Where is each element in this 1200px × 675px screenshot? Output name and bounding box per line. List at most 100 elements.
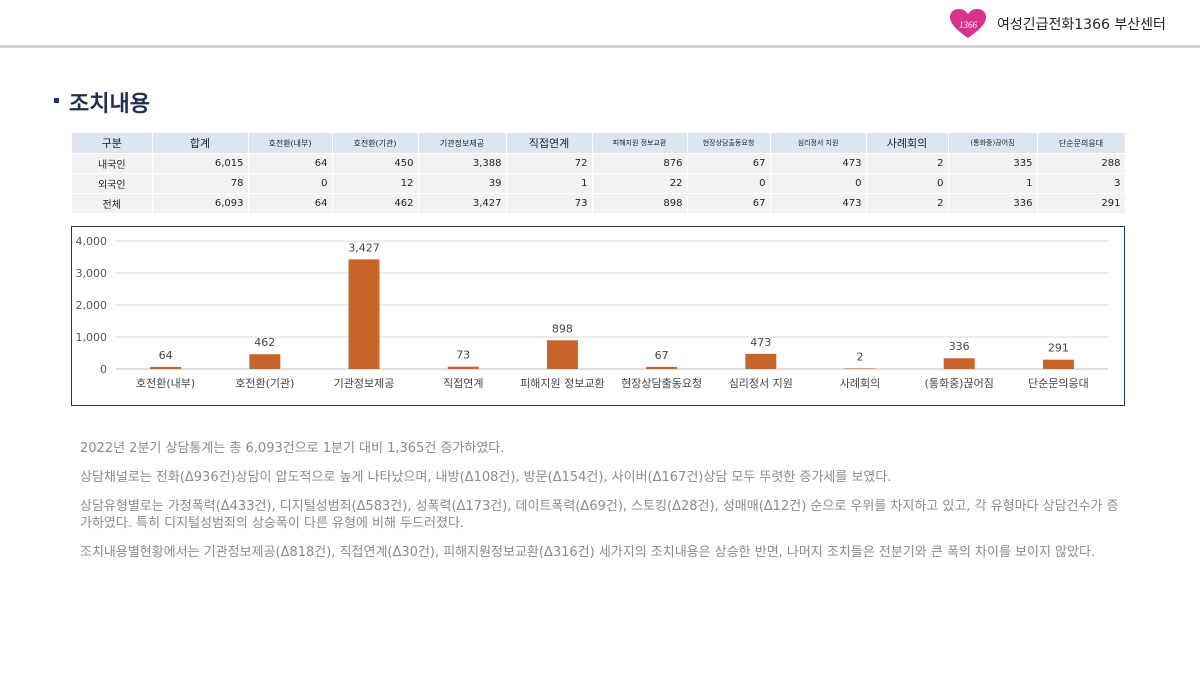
bar xyxy=(447,366,479,369)
table-cell: 1 xyxy=(506,173,593,194)
bar xyxy=(943,358,975,369)
x-tick-label: 현장상담출동요청 xyxy=(621,377,702,390)
table-cell: 3,427 xyxy=(418,193,507,214)
bar-chart: 0 1,000 2,000 3,000 4,000 64 호전환(내부) 462 호전환(기관)… xyxy=(71,226,1125,406)
x-tick-label: (통화중)끊어짐 xyxy=(925,377,994,390)
x-tick-label: 사례회의 xyxy=(840,377,880,390)
summary-paragraph: 상담유형별로는 가정폭력(Δ433건), 디지털성범죄(Δ583건), 성폭력(… xyxy=(80,499,1119,531)
table-cell: 12 xyxy=(332,173,419,194)
bar xyxy=(745,353,777,369)
x-tick-label: 직접연계 xyxy=(443,377,483,390)
table-cell: 73 xyxy=(506,193,593,214)
title-bullet xyxy=(54,98,59,103)
table-cell: 1 xyxy=(948,173,1038,194)
logo-heart-icon: 1366 xyxy=(950,9,986,38)
data-label: 291 xyxy=(1048,342,1069,355)
table-cell: 335 xyxy=(948,153,1038,174)
table-header: 호전환(기관) xyxy=(332,133,419,154)
bar xyxy=(150,366,182,369)
header-divider xyxy=(0,45,1200,48)
table-cell: 0 xyxy=(866,173,949,194)
table-header: 사례회의 xyxy=(866,133,949,154)
x-tick-label: 피해지원 정보교환 xyxy=(520,376,604,390)
summary-paragraph: 2022년 2분기 상담통계는 총 6,093건으로 1분기 대비 1,365건… xyxy=(80,441,505,456)
table-cell: 0 xyxy=(687,173,771,194)
table-cell: 64 xyxy=(248,193,333,214)
table-cell: 39 xyxy=(418,173,507,194)
bar xyxy=(546,340,578,369)
table-cell: 288 xyxy=(1037,153,1126,174)
x-tick-label: 단순문의응대 xyxy=(1028,377,1089,390)
row-label: 전체 xyxy=(72,193,153,214)
section-title: 조치내용 xyxy=(69,92,150,117)
data-label: 3,427 xyxy=(348,241,380,254)
table-header: 심리정서 지원 xyxy=(770,133,867,154)
table-cell: 898 xyxy=(592,193,688,214)
table-cell: 6,093 xyxy=(152,193,249,214)
data-label: 67 xyxy=(655,349,669,362)
table-cell: 3,388 xyxy=(418,153,507,174)
x-tick-label: 호전환(기관) xyxy=(235,377,294,390)
data-label: 73 xyxy=(456,349,470,362)
table-row: 전체 6,093 64 462 3,427 73 898 67 473 2 33… xyxy=(72,193,1126,214)
table-cell: 450 xyxy=(332,153,419,174)
table-cell: 876 xyxy=(592,153,688,174)
table-cell: 72 xyxy=(506,153,593,174)
data-label: 64 xyxy=(159,349,173,362)
data-label: 462 xyxy=(254,336,275,349)
table-cell: 473 xyxy=(770,193,867,214)
table-cell: 0 xyxy=(770,173,867,194)
table-row: 내국인 6,015 64 450 3,388 72 876 67 473 2 3… xyxy=(72,153,1126,174)
data-label: 898 xyxy=(552,322,573,335)
table-header: (통화중)끊어짐 xyxy=(948,133,1038,154)
table-cell: 22 xyxy=(592,173,688,194)
table-cell: 6,015 xyxy=(152,153,249,174)
table-header: 합계 xyxy=(152,133,249,154)
stats-table: 구분 합계 호전환(내부) 호전환(기관) 기관정보제공 직접연계 피해지원 정… xyxy=(72,133,1126,214)
bar xyxy=(249,354,281,369)
table-header: 직접연계 xyxy=(506,133,593,154)
bar xyxy=(844,368,876,369)
table-cell: 473 xyxy=(770,153,867,174)
table-header: 기관정보제공 xyxy=(418,133,507,154)
org-name: 여성긴급전화1366 부산센터 xyxy=(997,17,1166,33)
summary-paragraph: 상담채널로는 전화(Δ936건)상담이 압도적으로 높게 나타났으며, 내방(Δ… xyxy=(80,470,892,485)
table-cell: 462 xyxy=(332,193,419,214)
table-cell: 2 xyxy=(866,193,949,214)
bar xyxy=(1042,359,1074,369)
table-cell: 64 xyxy=(248,153,333,174)
bar xyxy=(348,259,380,369)
table-header: 호전환(내부) xyxy=(248,133,333,154)
row-label: 외국인 xyxy=(72,173,153,194)
data-label: 2 xyxy=(857,350,864,363)
table-cell: 2 xyxy=(866,153,949,174)
row-label: 내국인 xyxy=(72,153,153,174)
table-header: 구분 xyxy=(72,133,153,154)
y-tick-label: 2,000 xyxy=(76,299,108,312)
summary-text: 2022년 2분기 상담통계는 총 6,093건으로 1분기 대비 1,365건… xyxy=(80,440,1125,573)
summary-paragraph: 조치내용별현황에서는 기관정보제공(Δ818건), 직접연계(Δ30건), 피해… xyxy=(80,545,1096,560)
x-tick-label: 기관정보제공 xyxy=(334,377,395,390)
table-header: 현장상담출동요청 xyxy=(687,133,771,154)
table-row: 외국인 78 0 12 39 1 22 0 0 0 1 3 xyxy=(72,173,1126,194)
bar xyxy=(646,366,678,369)
table-cell: 78 xyxy=(152,173,249,194)
table-cell: 3 xyxy=(1037,173,1126,194)
table-cell: 67 xyxy=(687,193,771,214)
svg-text:1366: 1366 xyxy=(959,20,978,30)
table-cell: 67 xyxy=(687,153,771,174)
y-tick-label: 3,000 xyxy=(76,267,108,280)
table-header-row: 구분 합계 호전환(내부) 호전환(기관) 기관정보제공 직접연계 피해지원 정… xyxy=(72,133,1126,154)
y-tick-label: 0 xyxy=(100,363,107,376)
table-cell: 291 xyxy=(1037,193,1126,214)
table-cell: 336 xyxy=(948,193,1038,214)
table-header: 피해지원 정보교환 xyxy=(592,133,688,154)
bar-chart-svg: 0 1,000 2,000 3,000 4,000 64 호전환(내부) 462 호전환(기관)… xyxy=(76,235,1108,390)
table-header: 단순문의응대 xyxy=(1037,133,1126,154)
y-tick-label: 4,000 xyxy=(76,235,108,248)
y-tick-label: 1,000 xyxy=(76,331,108,344)
data-label: 336 xyxy=(949,340,970,353)
table-cell: 0 xyxy=(248,173,333,194)
data-label: 473 xyxy=(750,336,771,349)
x-tick-label: 심리정서 지원 xyxy=(729,377,793,390)
